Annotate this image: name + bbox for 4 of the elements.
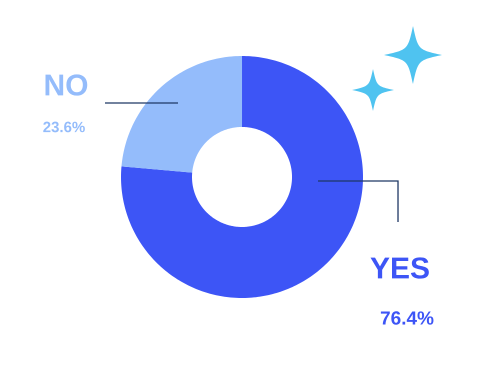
data-label: 76.4%: [380, 311, 434, 325]
slice-label: YES: [370, 257, 429, 279]
slice-label: NO: [46, 74, 88, 96]
data-label: 23.6%: [43, 122, 85, 132]
